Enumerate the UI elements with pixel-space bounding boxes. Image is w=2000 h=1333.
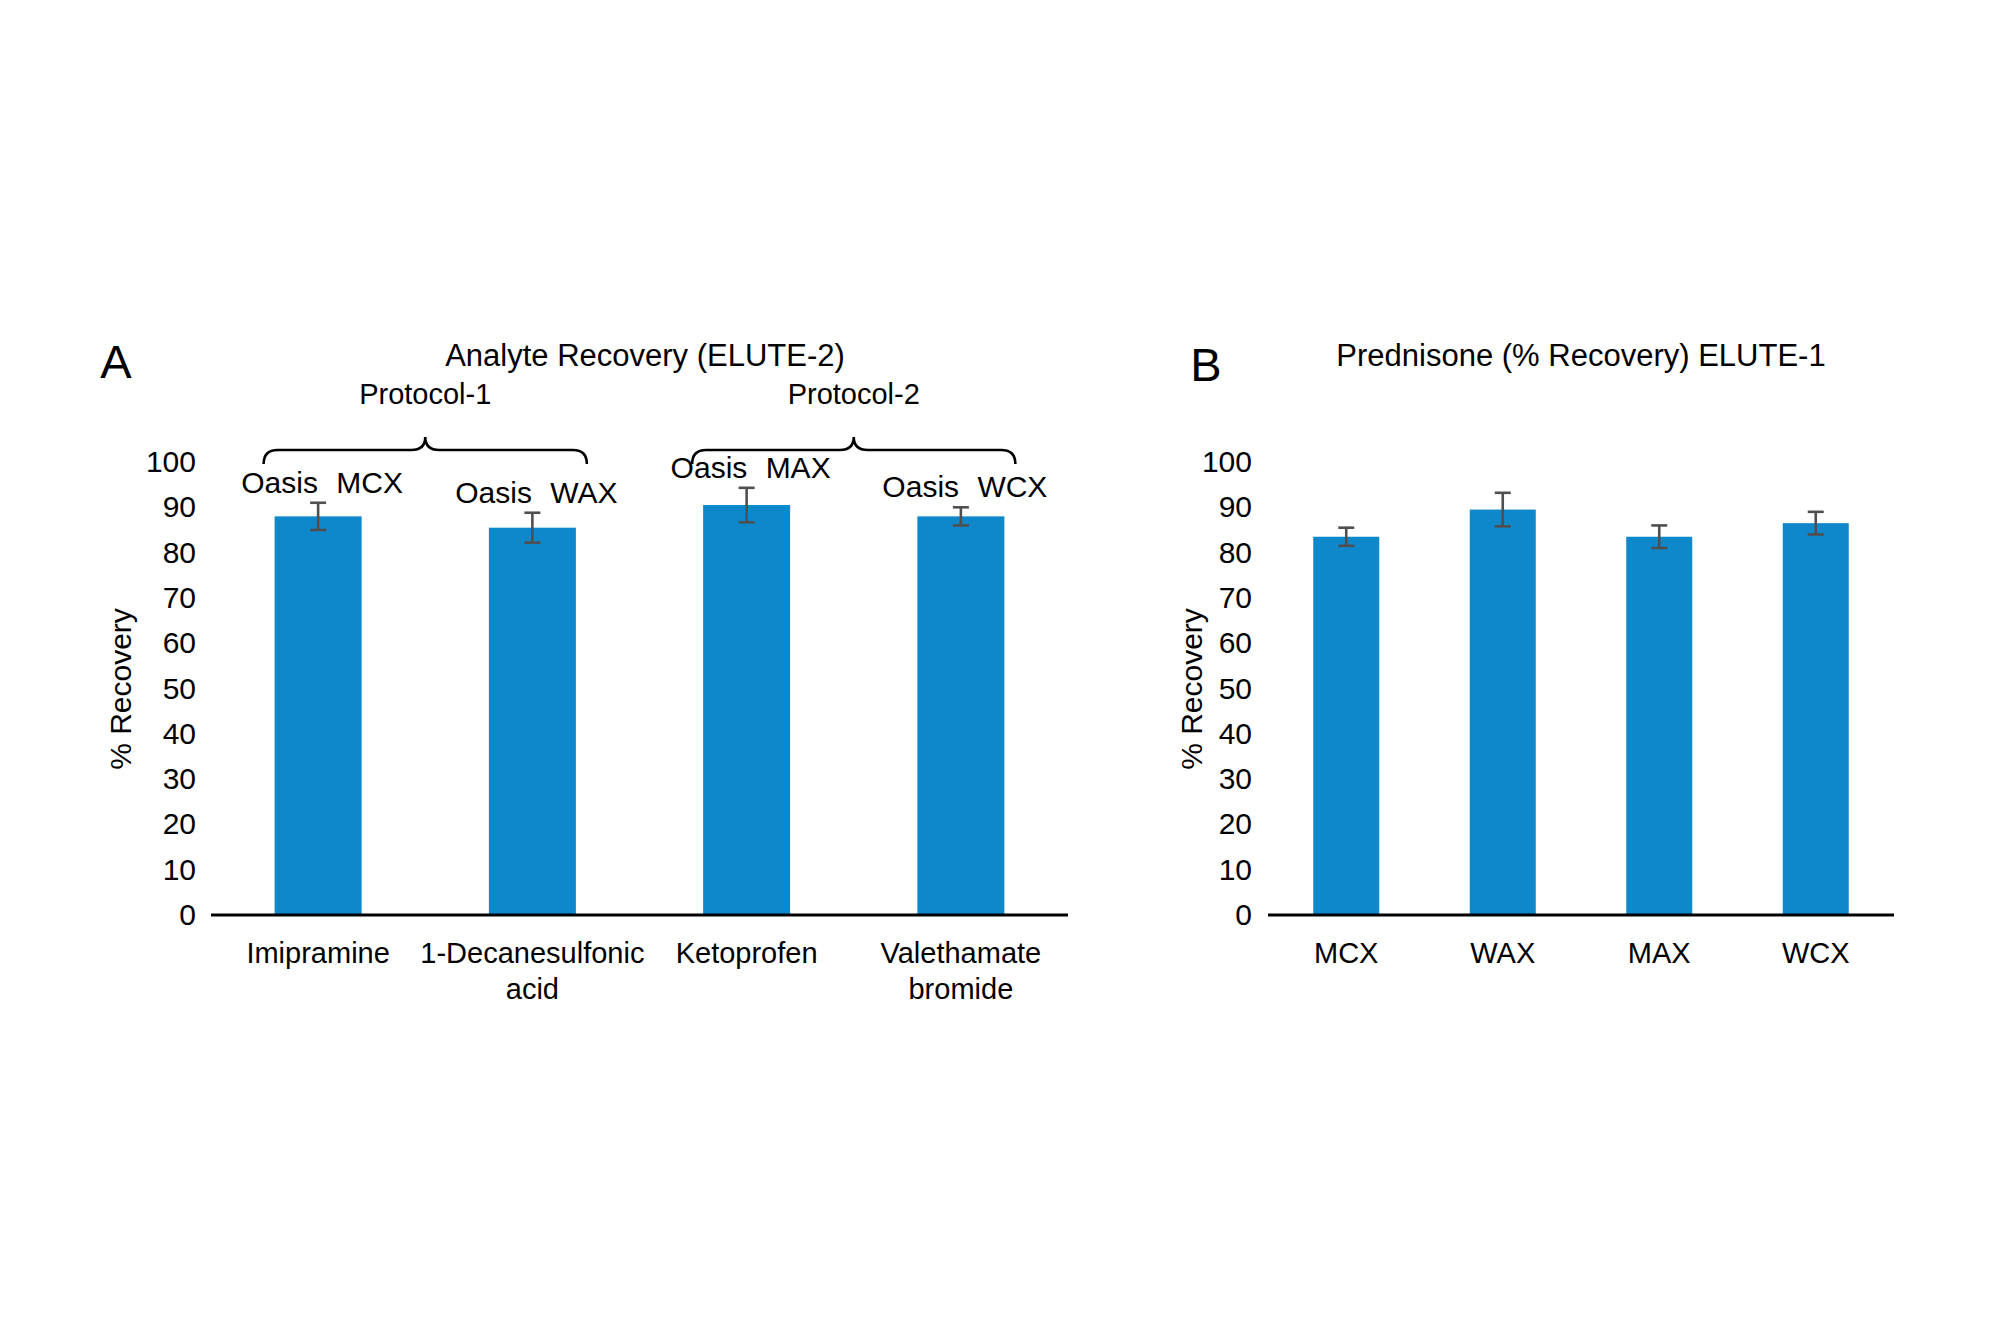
- x-category-label-valethamate-bromide: bromide: [908, 973, 1013, 1005]
- y-tick-label-70: 70: [1219, 581, 1252, 614]
- y-tick-label-10: 10: [1219, 853, 1252, 886]
- x-category-label-ketoprofen: Ketoprofen: [676, 937, 818, 969]
- y-tick-label-0: 0: [1235, 898, 1252, 931]
- chart-a-plot-area: 0 10 20 30 40 50 60 70 80 90 100 Oasis MCX Imipramin…: [146, 378, 1068, 1005]
- group-bracket-protocol-1: [264, 437, 587, 464]
- y-tick-label-50: 50: [163, 672, 196, 705]
- figure-page: A Analyte Recovery (ELUTE-2) % Recovery …: [0, 0, 2000, 1333]
- chart-b-title: Prednisone (% Recovery) ELUTE-1: [1336, 338, 1825, 373]
- bar-1-decanesulfonic-acid: [489, 528, 576, 915]
- y-tick-label-30: 30: [1219, 762, 1252, 795]
- group-bracket-label-protocol-2: Protocol-2: [788, 378, 920, 410]
- y-tick-label-90: 90: [1219, 490, 1252, 523]
- y-tick-label-100: 100: [146, 445, 196, 478]
- panel-letter-a: A: [100, 335, 132, 388]
- bar-valethamate-bromide: [917, 516, 1004, 915]
- chart-b-plot-area: 0 10 20 30 40 50 60 70 80 90 100 MCX WAX MAX WCX: [1202, 445, 1894, 969]
- chart-b: B Prednisone (% Recovery) ELUTE-1 % Reco…: [1175, 338, 1894, 969]
- y-tick-label-80: 80: [1219, 536, 1252, 569]
- bar-mcx: [1313, 537, 1379, 915]
- chart-a-title: Analyte Recovery (ELUTE-2): [445, 338, 845, 373]
- bar-label-oasis-mcx: Oasis MCX: [241, 466, 403, 499]
- figure-canvas: A Analyte Recovery (ELUTE-2) % Recovery …: [0, 0, 2000, 1333]
- bar-imipramine: [275, 516, 362, 915]
- y-tick-label-70: 70: [163, 581, 196, 614]
- x-category-label-1-decanesulfonic-acid: acid: [506, 973, 559, 1005]
- x-category-label-valethamate-bromide: Valethamate: [881, 937, 1042, 969]
- chart-b-y-axis-title: % Recovery: [1175, 608, 1208, 770]
- x-category-label-imipramine: Imipramine: [246, 937, 389, 969]
- x-category-label-1-decanesulfonic-acid: 1-Decanesulfonic: [420, 937, 644, 969]
- bar-wax: [1470, 510, 1536, 915]
- x-category-label-wcx: WCX: [1782, 937, 1850, 969]
- chart-a: A Analyte Recovery (ELUTE-2) % Recovery …: [100, 335, 1068, 1005]
- y-tick-label-10: 10: [163, 853, 196, 886]
- bar-ketoprofen: [703, 505, 790, 915]
- y-tick-label-0: 0: [179, 898, 196, 931]
- y-tick-label-40: 40: [1219, 717, 1252, 750]
- y-tick-label-50: 50: [1219, 672, 1252, 705]
- x-category-label-max: MAX: [1628, 937, 1691, 969]
- y-tick-label-100: 100: [1202, 445, 1252, 478]
- bar-max: [1626, 537, 1692, 915]
- bar-label-oasis-wcx: Oasis WCX: [882, 470, 1047, 503]
- y-tick-label-40: 40: [163, 717, 196, 750]
- x-category-label-mcx: MCX: [1314, 937, 1378, 969]
- y-tick-label-90: 90: [163, 490, 196, 523]
- y-tick-label-30: 30: [163, 762, 196, 795]
- y-tick-label-60: 60: [163, 626, 196, 659]
- bar-label-oasis-wax: Oasis WAX: [455, 476, 617, 509]
- y-tick-label-60: 60: [1219, 626, 1252, 659]
- group-bracket-label-protocol-1: Protocol-1: [359, 378, 491, 410]
- x-category-label-wax: WAX: [1470, 937, 1535, 969]
- y-tick-label-20: 20: [163, 807, 196, 840]
- y-tick-label-20: 20: [1219, 807, 1252, 840]
- y-tick-label-80: 80: [163, 536, 196, 569]
- bar-wcx: [1783, 523, 1849, 915]
- chart-a-y-axis-title: % Recovery: [104, 608, 137, 770]
- panel-letter-b: B: [1190, 338, 1221, 391]
